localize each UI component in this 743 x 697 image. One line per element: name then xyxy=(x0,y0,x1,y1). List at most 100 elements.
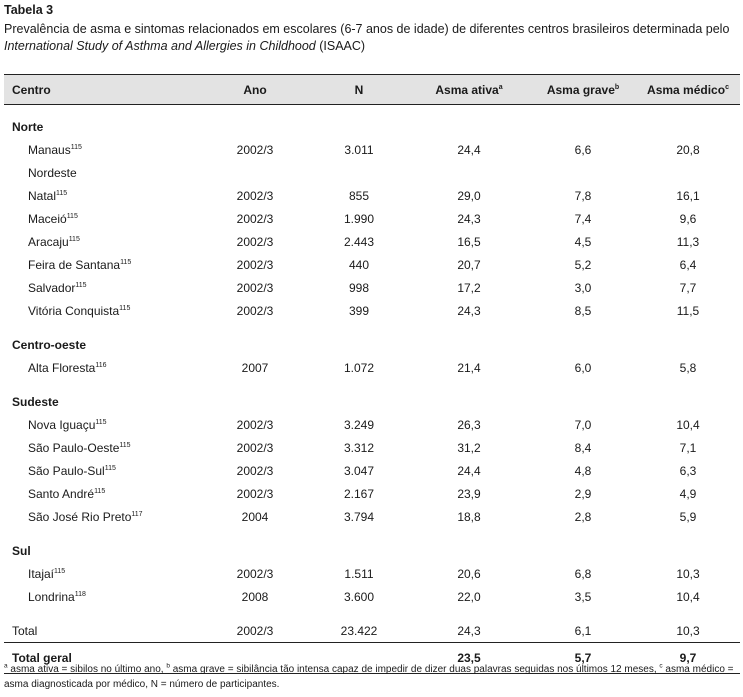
footnote: a asma ativa = sibilos no último ano, b … xyxy=(4,662,740,692)
center-name-cell: Santo André115 xyxy=(4,483,200,506)
year-cell: 2002/3 xyxy=(236,623,274,638)
severe-asthma-cell: 4,8 xyxy=(574,464,592,478)
table-row: Londrina118 2008 3.600 22,0 3,5 10,4 xyxy=(4,586,740,609)
center-name-cell: Feira de Santana115 xyxy=(4,254,200,277)
active-asthma-cell: 23,5 xyxy=(408,642,530,674)
severe-asthma-cell: 6,6 xyxy=(574,143,592,157)
reference-number: 115 xyxy=(54,568,66,575)
doctor-asthma-cell: 10,3 xyxy=(676,623,700,638)
column-header: Asma graveb xyxy=(530,74,636,105)
year-cell: 2002/3 xyxy=(236,441,274,455)
region-name: Sudeste xyxy=(12,395,59,409)
severe-asthma-cell: 6,1 xyxy=(574,623,592,638)
active-asthma-cell: 24,3 xyxy=(457,623,481,638)
reference-number: 115 xyxy=(119,442,131,449)
reference-number: 115 xyxy=(120,259,132,266)
column-header-label: Asma grave xyxy=(546,82,615,97)
column-header-label: N xyxy=(354,82,364,97)
table-row: Aracaju115 2002/3 2.443 16,5 4,5 11,3 xyxy=(4,231,740,254)
center-name: Feira de Santana xyxy=(28,258,121,272)
participants-cell: 2.443 xyxy=(343,235,375,249)
doctor-asthma-cell: 9,6 xyxy=(679,212,697,226)
table-row: Salvador115 2002/3 998 17,2 3,0 7,7 xyxy=(4,277,740,300)
reference-number: 115 xyxy=(94,488,106,495)
participants-cell: 3.011 xyxy=(344,143,374,157)
footnote-a-sup: a xyxy=(4,662,8,670)
table-caption: Prevalência de asma e sintomas relaciona… xyxy=(4,21,742,55)
active-asthma-cell: 31,2 xyxy=(457,441,481,455)
total-row: Total 2002/3 23.422 24,3 6,1 10,3 xyxy=(4,620,740,643)
year-cell: 2007 xyxy=(241,361,269,375)
year-cell: 2002/3 xyxy=(236,567,274,581)
caption-study-name: International Study of Asthma and Allerg… xyxy=(4,39,316,53)
table-row: Natal115 2002/3 855 29,0 7,8 16,1 xyxy=(4,185,740,208)
active-asthma-cell: 21,4 xyxy=(457,361,481,375)
center-name: Manaus xyxy=(28,143,71,157)
severe-asthma-cell: 7,4 xyxy=(574,212,592,226)
center-name-cell: Natal115 xyxy=(4,185,200,208)
center-name-cell: Alta Floresta116 xyxy=(4,357,200,380)
table-row: Manaus115 2002/3 3.011 24,4 6,6 20,8 xyxy=(4,139,740,162)
doctor-asthma-cell: 9,7 xyxy=(636,642,740,674)
region-row: Sudeste xyxy=(4,391,740,414)
doctor-asthma-cell: 5,9 xyxy=(679,510,697,524)
severe-asthma-cell: 3,5 xyxy=(574,590,592,604)
participants-cell: 3.249 xyxy=(343,418,375,432)
participants-cell: 3.794 xyxy=(343,510,375,524)
table-row: Feira de Santana115 2002/3 440 20,7 5,2 6,4 xyxy=(4,254,740,277)
active-asthma-cell: 24,3 xyxy=(457,304,481,318)
header-row: Centro Ano N Asma ativaa Asma graveb Asma méd… xyxy=(4,74,740,105)
table-row: Alta Floresta116 2007 1.072 21,4 6,0 5,8 xyxy=(4,357,740,380)
spacer-row xyxy=(4,609,740,620)
center-name: Londrina xyxy=(28,590,75,604)
active-asthma-cell: 26,3 xyxy=(457,418,481,432)
column-header-label: Asma ativa xyxy=(435,82,499,97)
center-name: Aracaju xyxy=(28,235,69,249)
center-name: Salvador xyxy=(28,281,76,295)
caption-suffix: (ISAAC) xyxy=(315,39,366,53)
spacer-row xyxy=(4,105,740,116)
table-row: Vitória Conquista115 2002/3 399 24,3 8,5 11,5 xyxy=(4,300,740,323)
severe-asthma-cell: 8,4 xyxy=(574,441,592,455)
participants-cell: 3.312 xyxy=(343,441,375,455)
column-header: Asma ativaa xyxy=(408,74,530,105)
reference-number: 115 xyxy=(119,305,131,312)
center-name: Santo André xyxy=(28,487,95,501)
severe-asthma-cell: 2,9 xyxy=(574,487,592,501)
center-name-cell: Salvador115 xyxy=(4,277,200,300)
active-asthma-cell: 20,6 xyxy=(457,567,481,581)
year-cell: 2004 xyxy=(241,510,269,524)
center-name-cell: Total geral xyxy=(4,642,200,674)
region-name: Sul xyxy=(12,544,31,558)
column-header-footnote-mark: b xyxy=(614,83,620,91)
severe-asthma-cell: 6,0 xyxy=(574,361,592,375)
center-name: Total xyxy=(12,623,38,638)
center-name-cell: Londrina118 xyxy=(4,586,200,609)
reference-number: 118 xyxy=(74,591,86,598)
center-name-cell: Itajaí115 xyxy=(4,563,200,586)
region-row: Nordeste xyxy=(4,162,740,185)
active-asthma-cell: 24,4 xyxy=(457,464,481,478)
reference-number: 115 xyxy=(95,419,107,426)
center-name: Natal xyxy=(28,189,57,203)
year-cell: 2002/3 xyxy=(236,281,274,295)
reference-number: 117 xyxy=(131,511,143,518)
year-cell xyxy=(200,642,310,674)
reference-number: 115 xyxy=(75,282,87,289)
participants-cell: 440 xyxy=(348,258,370,272)
active-asthma-cell: 22,0 xyxy=(457,590,481,604)
active-asthma-cell: 16,5 xyxy=(457,235,481,249)
doctor-asthma-cell: 11,5 xyxy=(676,304,700,318)
center-name: Maceió xyxy=(28,212,67,226)
participants-cell: 855 xyxy=(348,189,370,203)
center-name: São Paulo-Sul xyxy=(28,464,105,478)
center-name-cell: Total xyxy=(4,620,200,643)
doctor-asthma-cell: 10,4 xyxy=(676,590,700,604)
column-header-label: Asma médico xyxy=(647,82,726,97)
center-name-cell: São Paulo-Oeste115 xyxy=(4,437,200,460)
doctor-asthma-cell: 7,1 xyxy=(679,441,697,455)
table-row: Itajaí115 2002/3 1.511 20,6 6,8 10,3 xyxy=(4,563,740,586)
participants-cell: 1.511 xyxy=(344,567,374,581)
footnote-c-text: asma médico = asma diagnosticada por méd… xyxy=(4,664,734,690)
